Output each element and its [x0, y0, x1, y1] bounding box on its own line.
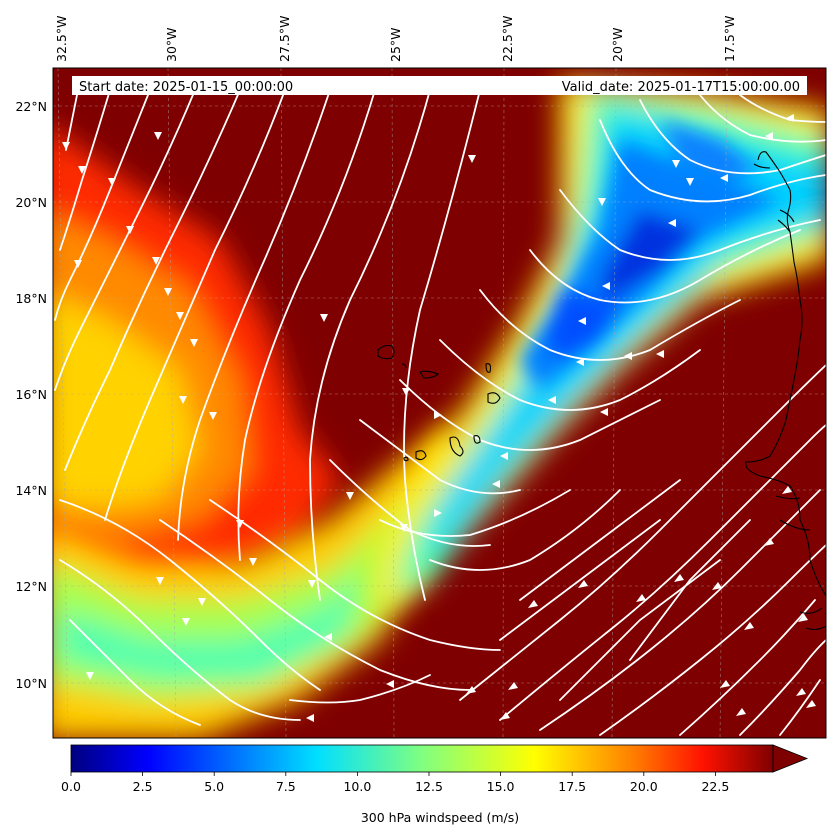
- map-frame: [52, 67, 827, 739]
- border-line-3: [777, 219, 791, 233]
- colorbar-gradient: [71, 745, 773, 772]
- colorbar-tick-label: 15.0: [487, 779, 515, 794]
- colorbar-ticks: [70, 772, 716, 776]
- border-line-2: [779, 209, 795, 223]
- colorbar-tick-label: 10.0: [343, 779, 371, 794]
- colorbar-extend-arrow: [772, 744, 809, 773]
- colorbar-tick-label: 12.5: [415, 779, 443, 794]
- africa-coastline: [745, 151, 826, 597]
- border-line-6: [799, 607, 823, 614]
- streamline-arrows: [62, 114, 816, 722]
- latitude-tick-labels: 22°N 20°N 18°N 16°N 14°N 12°N 10°N: [15, 99, 47, 691]
- lat-tick-label: 10°N: [15, 676, 47, 691]
- graticule: [53, 68, 826, 738]
- colorbar-tick-label: 20.0: [630, 779, 658, 794]
- colorbar-tick-label: 0.0: [61, 779, 81, 794]
- border-line-1: [753, 163, 771, 169]
- colorbar: 0.0 2.5 5.0 7.5 10.0 12.5 15.0 17.5 20.0…: [61, 744, 809, 825]
- wind-streamlines: [54, 89, 826, 736]
- colorbar-tick-label: 22.5: [701, 779, 729, 794]
- lat-tick-label: 22°N: [15, 99, 47, 114]
- colorbar-tick-label: 5.0: [204, 779, 224, 794]
- colorbar-frame: [70, 744, 774, 773]
- border-line-4: [775, 495, 801, 500]
- lon-tick-label: 17.5°W: [722, 16, 737, 62]
- windspeed-field-west-band: [53, 129, 340, 620]
- island-sao-vicente: [401, 363, 407, 369]
- island-boa-vista: [487, 392, 501, 404]
- map-plot-area: [53, 68, 826, 738]
- island-sal: [485, 363, 492, 373]
- lat-tick-label: 16°N: [15, 387, 47, 402]
- lon-tick-label: 25°W: [388, 27, 403, 62]
- island-fogo: [415, 450, 427, 461]
- valid-date-text: Valid_date: 2025-01-17T15:00:00.00: [562, 80, 800, 95]
- island-maio: [473, 435, 481, 444]
- lat-tick-label: 18°N: [15, 291, 47, 306]
- island-santo-antao: [377, 344, 395, 360]
- lon-tick-label: 22.5°W: [500, 16, 515, 62]
- lon-tick-label: 27.5°W: [277, 16, 292, 62]
- lat-tick-label: 12°N: [15, 579, 47, 594]
- lon-tick-label: 30°W: [164, 27, 179, 62]
- date-info-box: Start date: 2025-01-15_00:00:00 Valid_da…: [72, 76, 807, 95]
- colorbar-tick-label: 17.5: [558, 779, 586, 794]
- lat-tick-label: 14°N: [15, 483, 47, 498]
- colorbar-label: 300 hPa windspeed (m/s): [361, 810, 519, 825]
- island-santiago: [449, 436, 464, 457]
- island-brava: [403, 456, 409, 462]
- windspeed-field-south-band: [53, 420, 470, 738]
- coastlines: [377, 151, 826, 631]
- longitude-tick-labels: 32.5°W 30°W 27.5°W 25°W 22.5°W 20°W 17.5…: [54, 16, 737, 62]
- lon-tick-label: 20°W: [610, 27, 625, 62]
- lon-tick-label: 32.5°W: [54, 16, 69, 62]
- colorbar-tick-label: 2.5: [133, 779, 153, 794]
- start-date-text: Start date: 2025-01-15_00:00:00: [79, 80, 293, 95]
- border-line-5: [779, 519, 811, 531]
- border-line-7: [805, 625, 826, 631]
- lat-tick-label: 20°N: [15, 195, 47, 210]
- colorbar-tick-label: 7.5: [276, 779, 296, 794]
- island-sao-nicolau: [419, 370, 439, 379]
